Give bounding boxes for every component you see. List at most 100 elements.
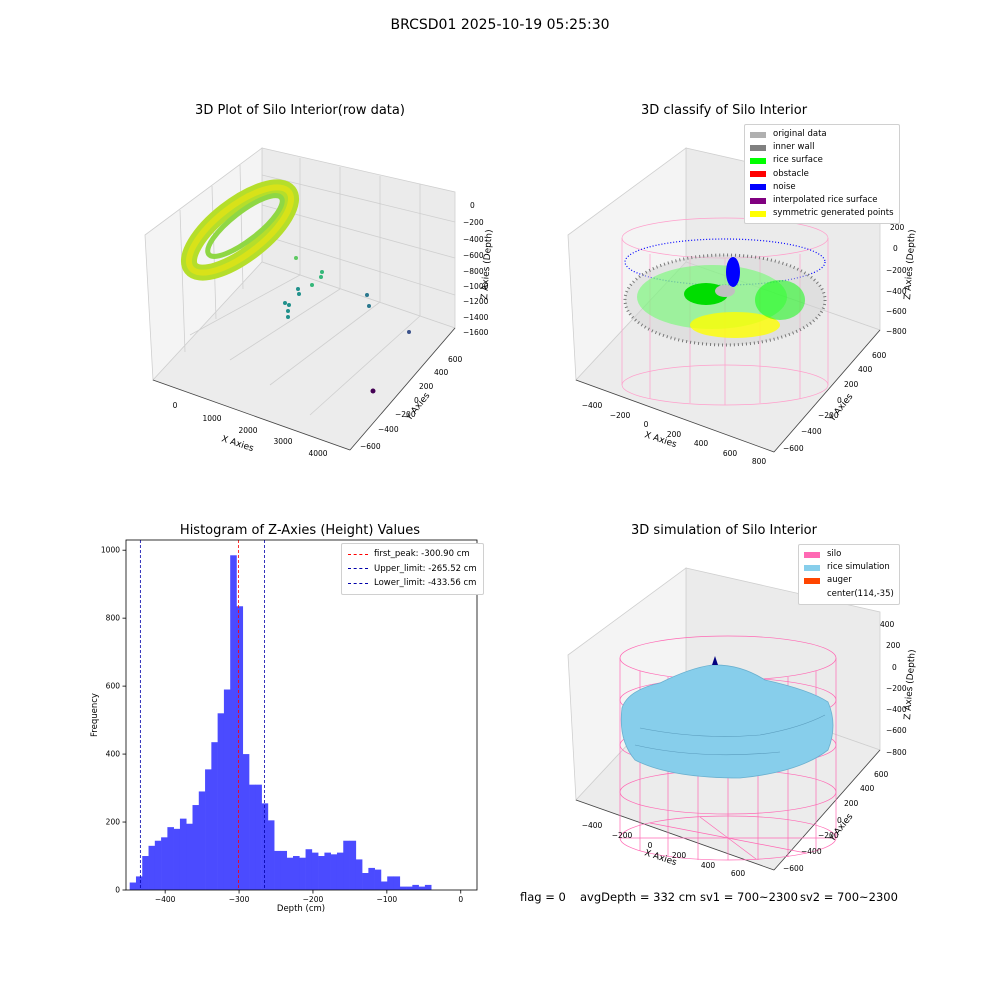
plot1-x-tick: 2000 — [238, 426, 257, 435]
plot2-legend: original data inner wall rice surface ob… — [744, 124, 900, 225]
legend-entry: symmetric generated points — [750, 207, 894, 220]
histogram-bar — [236, 606, 244, 890]
plot2-y-tick: 400 — [858, 365, 873, 374]
histogram-bar — [205, 769, 212, 890]
histogram-y-tick-label: 800 — [106, 614, 121, 623]
plot2-z-ticks: 200 0 −200 −400 −600 −800 — [886, 223, 907, 336]
legend-label: rice simulation — [827, 562, 890, 573]
histogram-bar — [387, 876, 394, 890]
histogram-bar — [211, 742, 218, 890]
histogram-bar — [305, 849, 313, 890]
legend-entry: center(114,-35) — [804, 588, 894, 601]
plot2-x-tick: 400 — [694, 439, 709, 448]
histogram-bar — [286, 857, 294, 890]
legend-entry: Lower_limit: -433.56 cm — [348, 576, 477, 591]
legend-label: inner wall — [773, 142, 815, 153]
plot4-y-tick: −400 — [801, 847, 822, 856]
histogram-bar — [161, 837, 168, 890]
plot2-z-tick: 0 — [893, 244, 898, 253]
plot1-x-tick: 4000 — [308, 449, 327, 458]
plot1-x-tick: 0 — [173, 401, 178, 410]
plot4-x-ticks: −400 −200 0 200 400 600 — [582, 821, 746, 878]
plot4-rice-simulation-surface — [620, 656, 834, 779]
plot2-y-tick: 0 — [837, 396, 842, 405]
swatch-icon — [804, 564, 820, 571]
legend-entry: original data — [750, 128, 894, 141]
plot2-z-tick: −600 — [886, 307, 907, 316]
legend-label: first_peak: -300.90 cm — [374, 549, 470, 559]
histogram-bar — [311, 852, 319, 890]
histogram-bar — [380, 881, 388, 890]
legend-entry: inner wall — [750, 141, 894, 154]
plot2-z-tick: 200 — [890, 223, 905, 232]
plot4-x-tick: −200 — [612, 831, 633, 840]
plot1-z-tick: −200 — [463, 218, 484, 227]
histogram-y-tick-label: 1000 — [101, 546, 120, 555]
legend-label: silo — [827, 549, 842, 559]
plot4-z-tick: −200 — [886, 684, 907, 693]
histogram-x-tick-label: −100 — [377, 895, 398, 904]
legend-label: symmetric generated points — [773, 208, 894, 219]
plot4-y-tick: −600 — [783, 864, 804, 873]
plot2-title: 3D classify of Silo Interior — [640, 103, 808, 118]
plot1-z-tick: −400 — [463, 235, 484, 244]
histogram-bar — [362, 873, 369, 890]
histogram-bar — [186, 823, 193, 890]
plot2-y-tick: 200 — [844, 380, 859, 389]
histogram-bar — [293, 856, 300, 890]
swatch-icon — [804, 551, 820, 558]
plot1-z-tick: −1000 — [463, 282, 489, 291]
histogram-x-ticks: −400 −300 −200 −100 0 — [155, 890, 463, 904]
plot1-y-tick: −600 — [360, 442, 381, 451]
swatch-icon — [804, 591, 820, 597]
histogram-bar — [349, 840, 357, 890]
plot1-y-tick: 400 — [434, 368, 449, 377]
plot1-x-tick: 1000 — [202, 414, 221, 423]
plot1-z-tick: −600 — [463, 251, 484, 260]
plot2-x-tick: 600 — [723, 449, 738, 458]
histogram-bar — [418, 886, 426, 890]
dashed-line-icon — [348, 568, 368, 570]
swatch-icon — [750, 158, 766, 164]
legend-entry: rice simulation — [804, 561, 894, 574]
plot1-z-tick: −800 — [463, 267, 484, 276]
plot1-y-tick: −400 — [378, 425, 399, 434]
footer-sv1: sv1 = 700~2300 — [700, 890, 798, 904]
plot4-z-tick: 0 — [892, 663, 897, 672]
histogram-bar — [399, 886, 407, 890]
legend-entry: rice surface — [750, 154, 894, 167]
histogram-y-tick-label: 0 — [115, 886, 120, 895]
legend-label: rice surface — [773, 155, 823, 166]
plot4-z-tick: −600 — [886, 726, 907, 735]
swatch-icon — [750, 131, 766, 138]
histogram-bar — [368, 867, 375, 890]
plot2-y-tick: 600 — [872, 351, 887, 360]
legend-entry: noise — [750, 181, 894, 194]
plot4-z-tick: −400 — [886, 705, 907, 714]
histogram-bar — [249, 784, 256, 890]
plot1-title: 3D Plot of Silo Interior(row data) — [195, 103, 405, 118]
histogram-y-tick-label: 200 — [106, 818, 121, 827]
plot3-title: Histogram of Z-Axies (Height) Values — [179, 523, 421, 538]
histogram-bar — [280, 850, 288, 890]
histogram-xlabel: Depth (cm) — [277, 904, 325, 914]
swatch-icon — [804, 578, 820, 584]
plot4-z-tick: 200 — [886, 641, 901, 650]
histogram-x-tick-label: −400 — [155, 895, 176, 904]
plot4-y-tick: 600 — [874, 770, 889, 779]
histogram-bar — [299, 857, 306, 890]
swatch-icon — [750, 184, 766, 191]
histogram-frame — [125, 539, 478, 891]
legend-label: original data — [773, 129, 827, 139]
histogram-x-tick-label: −200 — [303, 895, 324, 904]
histogram-bar — [217, 713, 225, 890]
plot1-outlier-points — [283, 256, 411, 394]
swatch-icon — [750, 197, 766, 204]
plot1-y-tick: 0 — [414, 396, 419, 405]
histogram-x-tick-label: −300 — [229, 895, 250, 904]
histogram-y-ticks: 0 200 400 600 800 1000 — [101, 546, 126, 895]
legend-label: auger — [827, 575, 852, 586]
swatch-icon — [750, 210, 766, 217]
plot1-z-tick: −1600 — [463, 328, 489, 337]
